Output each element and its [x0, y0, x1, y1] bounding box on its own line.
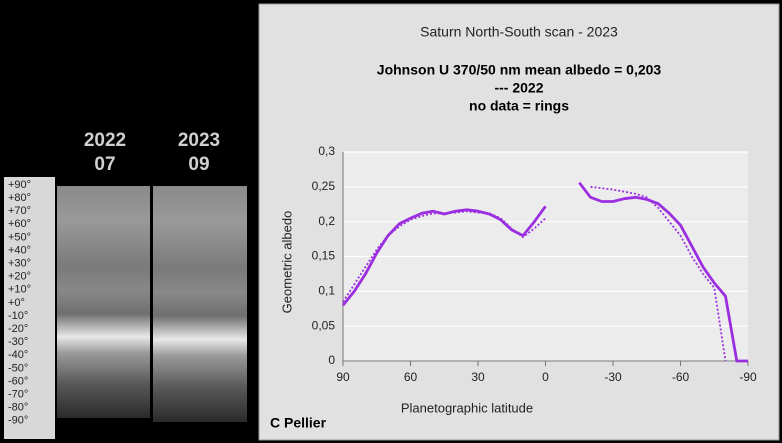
y-tick-label: 0,15	[312, 249, 336, 263]
x-tick-label: -60	[672, 370, 690, 384]
x-tick-label: 0	[542, 370, 549, 384]
image-2023	[153, 186, 247, 422]
latitude-label: -50°	[8, 362, 28, 374]
latitude-label: +70°	[8, 205, 31, 217]
latitude-label: +20°	[8, 271, 31, 283]
latitude-label: -30°	[8, 336, 28, 348]
latitude-label: +0°	[8, 297, 25, 309]
latitude-label: -80°	[8, 402, 28, 414]
y-tick-label: 0,1	[318, 284, 335, 298]
y-tick-label: 0	[328, 353, 335, 367]
latitude-label: -90°	[8, 415, 28, 427]
year-label: 2023	[178, 130, 220, 151]
series-line	[341, 181, 748, 363]
latitude-label: -60°	[8, 375, 28, 387]
x-tick-label: 90	[336, 370, 350, 384]
latitude-label: +40°	[8, 244, 31, 256]
y-tick-label: 0,2	[318, 214, 335, 228]
chart-subtitle: --- 2022	[494, 80, 543, 96]
x-tick-label: -30	[604, 370, 622, 384]
x-tick-label: 60	[404, 370, 418, 384]
latitude-label: +90°	[8, 179, 31, 191]
image-2022	[57, 186, 150, 418]
latitude-label: -70°	[8, 389, 28, 401]
y-tick-label: 0,3	[318, 144, 335, 158]
y-tick-label: 0,25	[312, 179, 336, 193]
latitude-label: +10°	[8, 284, 31, 296]
latitude-label: -20°	[8, 323, 28, 335]
month-label: 07	[94, 154, 115, 175]
series-line	[342, 185, 727, 362]
y-axis-label: Geometric albedo	[279, 211, 294, 314]
x-tick-label: 30	[471, 370, 485, 384]
x-axis-label: Planetographic latitude	[401, 400, 533, 415]
latitude-label: -40°	[8, 349, 28, 361]
latitude-label: +60°	[8, 218, 31, 230]
x-tick-label: -90	[739, 370, 757, 384]
year-label: 2022	[84, 130, 126, 151]
chart-title: Saturn North-South scan - 2023	[420, 24, 618, 40]
chart-subtitle: Johnson U 370/50 nm mean albedo = 0,203	[377, 62, 662, 78]
latitude-label: +80°	[8, 192, 31, 204]
latitude-label: +50°	[8, 231, 31, 243]
credit: C Pellier	[270, 415, 327, 431]
latitude-label: -10°	[8, 310, 28, 322]
y-tick-label: 0,05	[312, 318, 336, 332]
month-label: 09	[188, 154, 209, 175]
latitude-label: +30°	[8, 258, 31, 270]
scale-box	[4, 177, 55, 439]
chart-subtitle: no data = rings	[469, 98, 569, 114]
